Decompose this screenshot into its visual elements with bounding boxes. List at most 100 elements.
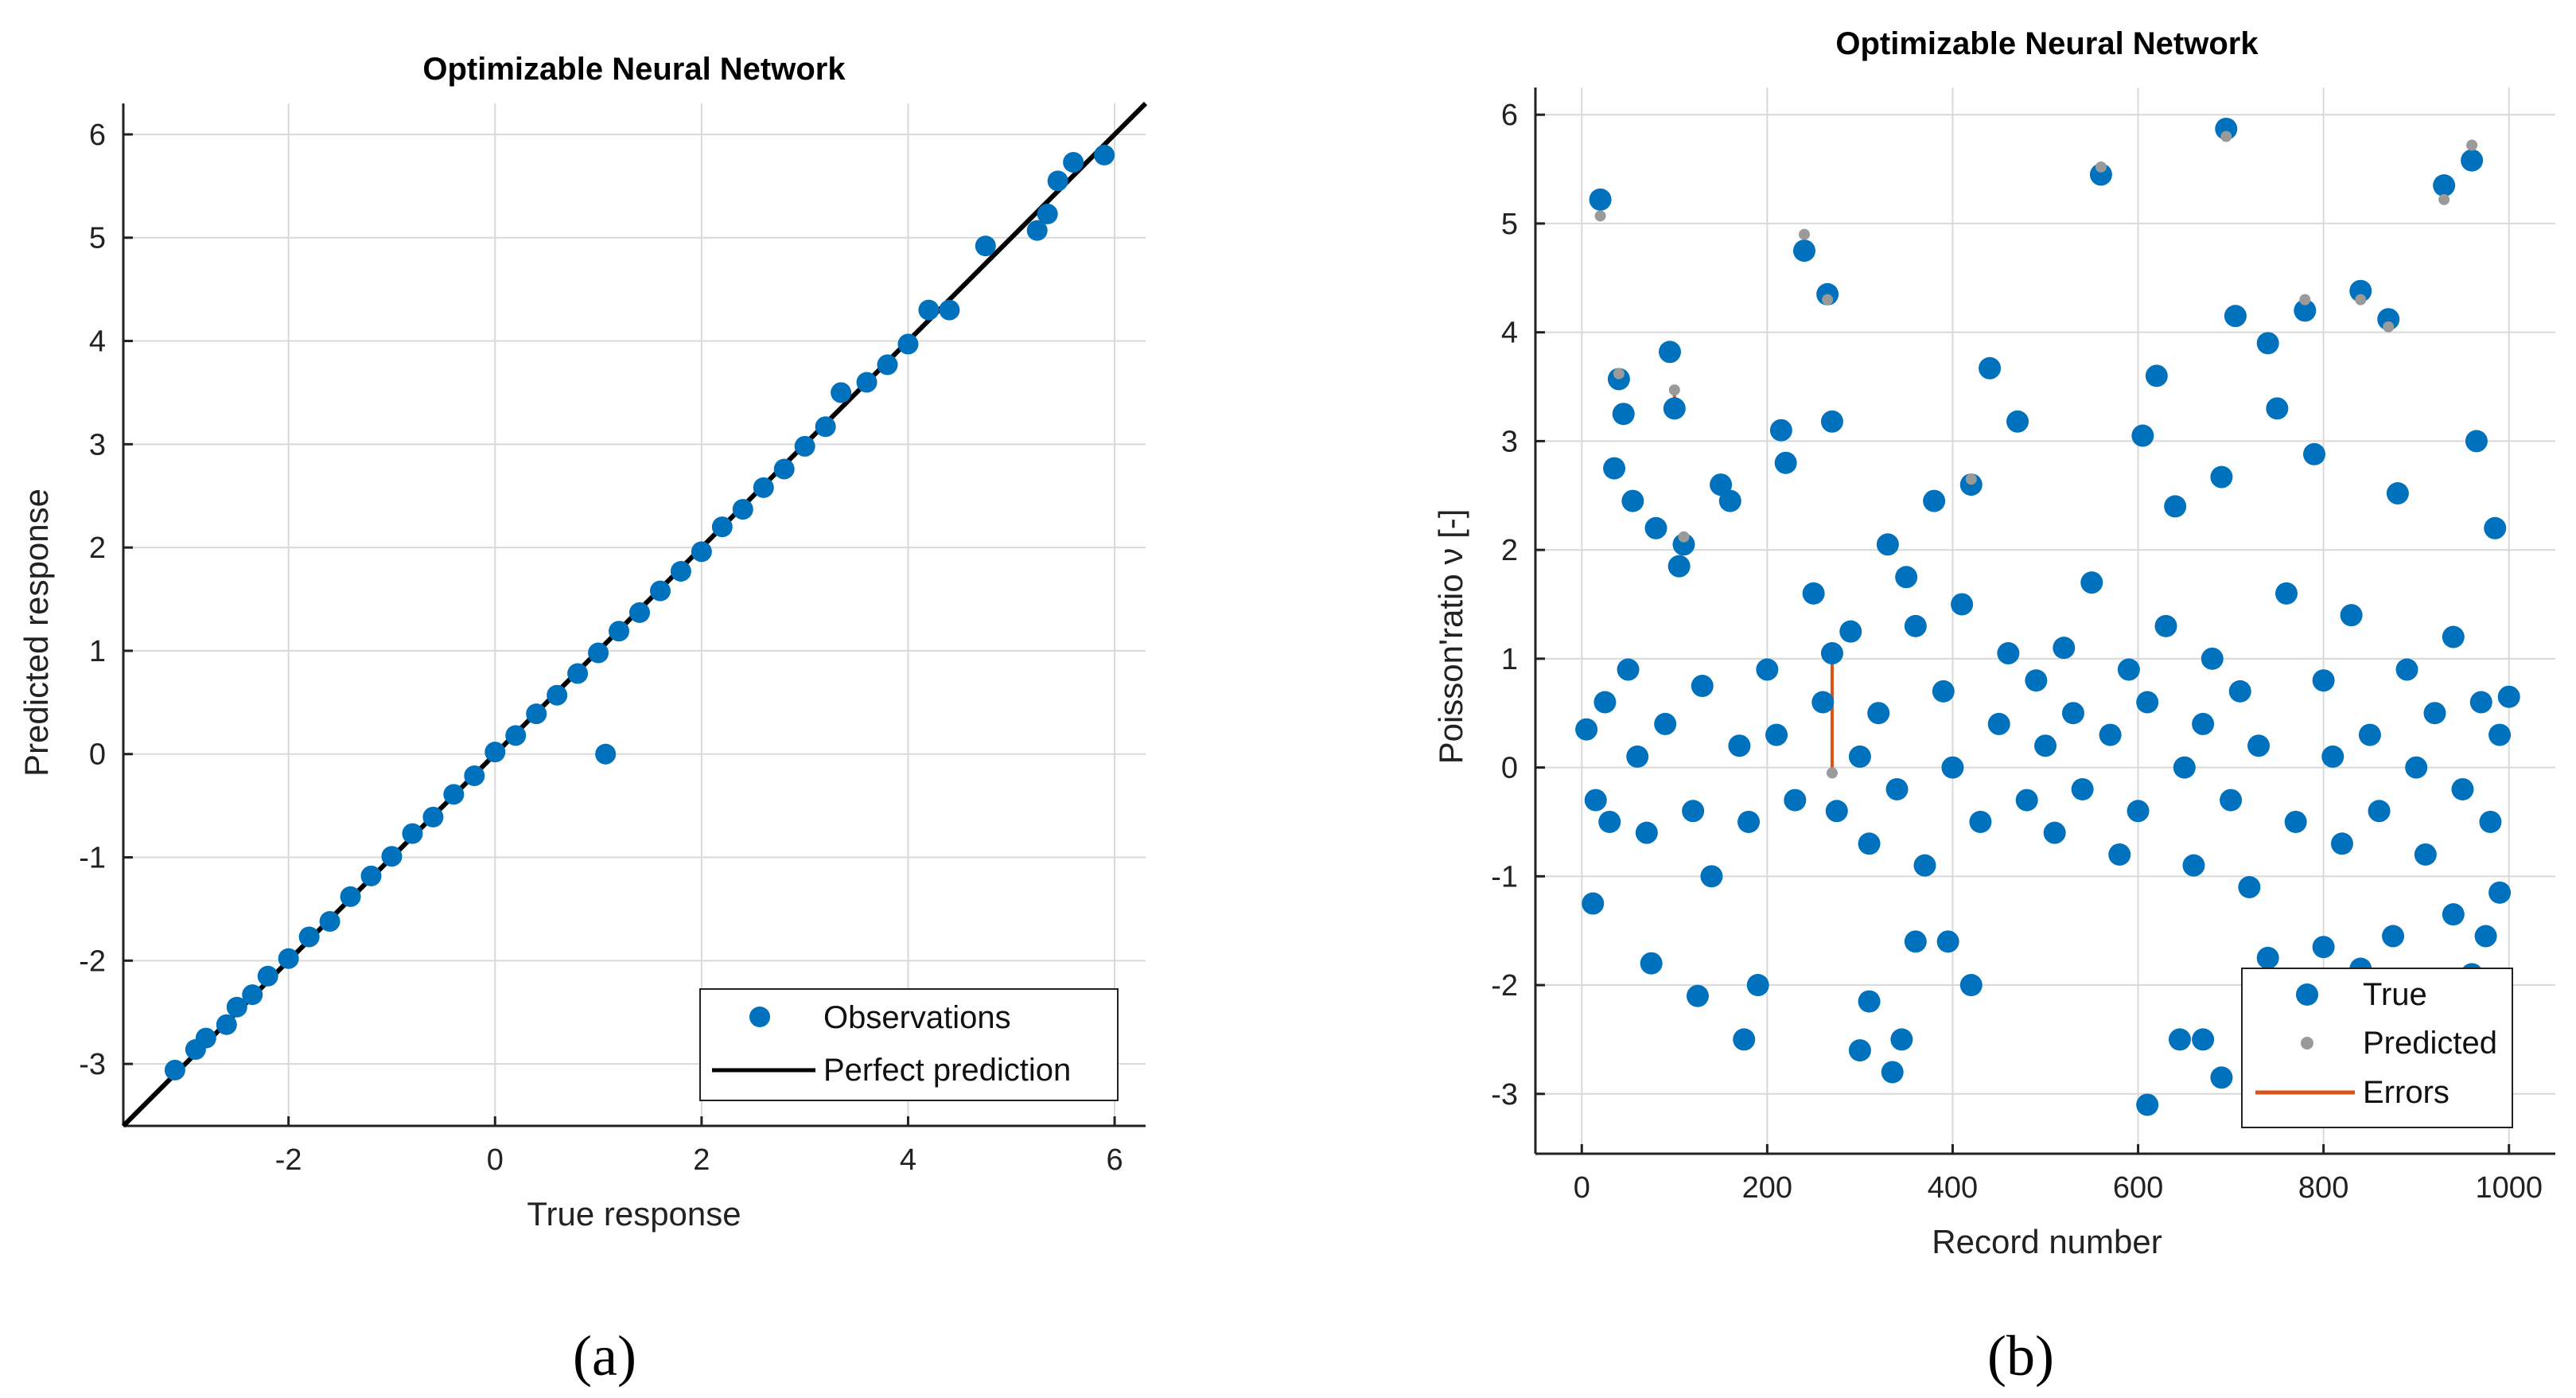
x-tick-label: 0 bbox=[1574, 1171, 1590, 1205]
true-point bbox=[2312, 669, 2335, 692]
observation-point bbox=[1047, 170, 1068, 192]
true-point bbox=[1672, 533, 1695, 556]
y-tick-label: 1 bbox=[1501, 643, 1518, 676]
y-tick-label: -2 bbox=[79, 944, 106, 978]
true-point bbox=[2173, 756, 2196, 779]
predicted-point bbox=[1678, 531, 1690, 543]
observation-point bbox=[773, 458, 795, 480]
true-point bbox=[2224, 305, 2247, 328]
true-point bbox=[1792, 239, 1815, 263]
true-point bbox=[1904, 614, 1927, 637]
panel-b-ylabel: Poisson'ratio ν [-] bbox=[1432, 509, 1469, 765]
true-point bbox=[2089, 163, 2112, 186]
observation-point bbox=[691, 541, 712, 563]
true-point bbox=[2210, 1066, 2233, 1089]
true-point bbox=[2061, 702, 2084, 725]
true-point bbox=[1959, 974, 1983, 997]
y-tick-label: -2 bbox=[1491, 969, 1518, 1003]
true-point bbox=[1756, 658, 1779, 681]
panel-a-title: Optimizable Neural Network bbox=[422, 52, 846, 87]
true-point bbox=[2469, 691, 2492, 714]
true-point bbox=[1923, 489, 1946, 512]
observation-point bbox=[164, 1059, 185, 1081]
true-point bbox=[2302, 442, 2325, 465]
predicted-point bbox=[2466, 139, 2478, 151]
panel-b-tick-labels: 0 200 400 600 800 1000 -3 -2 -1 0 1 2 3 4 5 6 bbox=[1491, 99, 2543, 1205]
true-point bbox=[2247, 734, 2271, 757]
true-point bbox=[2034, 734, 2057, 757]
true-point bbox=[1603, 457, 1626, 480]
true-point bbox=[2117, 658, 2140, 681]
observation-point bbox=[381, 846, 403, 867]
true-point bbox=[1658, 341, 1681, 364]
true-point bbox=[1904, 930, 1927, 953]
panel-b-xlabel: Record number bbox=[1932, 1223, 2162, 1260]
true-point bbox=[2479, 810, 2502, 833]
observation-point bbox=[588, 642, 609, 664]
true-point bbox=[2451, 777, 2474, 800]
panel-b-caption: (b) bbox=[1987, 1324, 2054, 1388]
true-point bbox=[2192, 712, 2215, 735]
true-point bbox=[1876, 533, 1899, 556]
true-point bbox=[2340, 604, 2363, 627]
observation-point bbox=[609, 621, 630, 642]
legend-predicted-marker bbox=[2301, 1037, 2313, 1049]
observation-point bbox=[484, 742, 506, 763]
true-point bbox=[2275, 582, 2298, 605]
y-tick-label: 0 bbox=[1501, 752, 1518, 785]
true-point bbox=[1932, 680, 1955, 703]
true-point bbox=[2497, 685, 2520, 708]
observation-point bbox=[918, 299, 940, 321]
panel-b-legend-box bbox=[2241, 968, 2513, 1128]
observation-point bbox=[1026, 220, 1048, 241]
true-point bbox=[1858, 990, 1881, 1013]
x-tick-label: 400 bbox=[1928, 1171, 1978, 1205]
true-point bbox=[1621, 489, 1644, 512]
panel-a-marks bbox=[121, 101, 1148, 1128]
y-tick-label: 5 bbox=[89, 222, 106, 255]
true-point bbox=[2405, 756, 2428, 779]
y-tick-label: 4 bbox=[1501, 317, 1518, 350]
true-point bbox=[2433, 174, 2456, 197]
true-point bbox=[2465, 430, 2488, 453]
true-point bbox=[2321, 745, 2344, 768]
true-point bbox=[2108, 843, 2131, 866]
true-point bbox=[1635, 821, 1658, 844]
y-tick-label: 1 bbox=[89, 635, 106, 668]
true-point bbox=[1867, 702, 1890, 725]
true-point bbox=[1769, 419, 1792, 442]
true-point bbox=[2382, 925, 2405, 948]
true-point bbox=[1582, 892, 1605, 915]
true-point bbox=[2043, 821, 2066, 844]
true-point bbox=[1765, 723, 1788, 746]
legend-perfect-label: Perfect prediction bbox=[823, 1053, 1071, 1088]
observation-point bbox=[278, 948, 299, 969]
true-point bbox=[2395, 658, 2418, 681]
true-point bbox=[2215, 117, 2238, 140]
true-point bbox=[2284, 810, 2307, 833]
panel-a-axes bbox=[122, 103, 1146, 1127]
panel-a-ylabel: Predicted response bbox=[18, 489, 55, 777]
x-tick-label: 800 bbox=[2298, 1171, 2348, 1205]
y-tick-label: 6 bbox=[1501, 99, 1518, 132]
true-point bbox=[2192, 1028, 2215, 1051]
observation-point bbox=[319, 911, 340, 932]
observation-point bbox=[856, 372, 877, 393]
observation-point bbox=[711, 516, 733, 538]
true-point bbox=[1593, 691, 1617, 714]
observation-point bbox=[732, 499, 753, 520]
observation-point bbox=[257, 965, 278, 987]
observation-point bbox=[897, 333, 919, 355]
observation-point bbox=[226, 996, 247, 1018]
true-point bbox=[2377, 308, 2400, 331]
true-point bbox=[1598, 810, 1621, 833]
predicted-point bbox=[2095, 161, 2107, 173]
x-tick-label: 200 bbox=[1742, 1171, 1792, 1205]
true-point bbox=[2136, 691, 2159, 714]
true-point bbox=[1589, 188, 1612, 211]
true-point bbox=[1802, 582, 1825, 605]
true-point bbox=[1617, 658, 1640, 681]
true-point bbox=[1979, 356, 2002, 380]
true-point bbox=[1941, 756, 1964, 779]
